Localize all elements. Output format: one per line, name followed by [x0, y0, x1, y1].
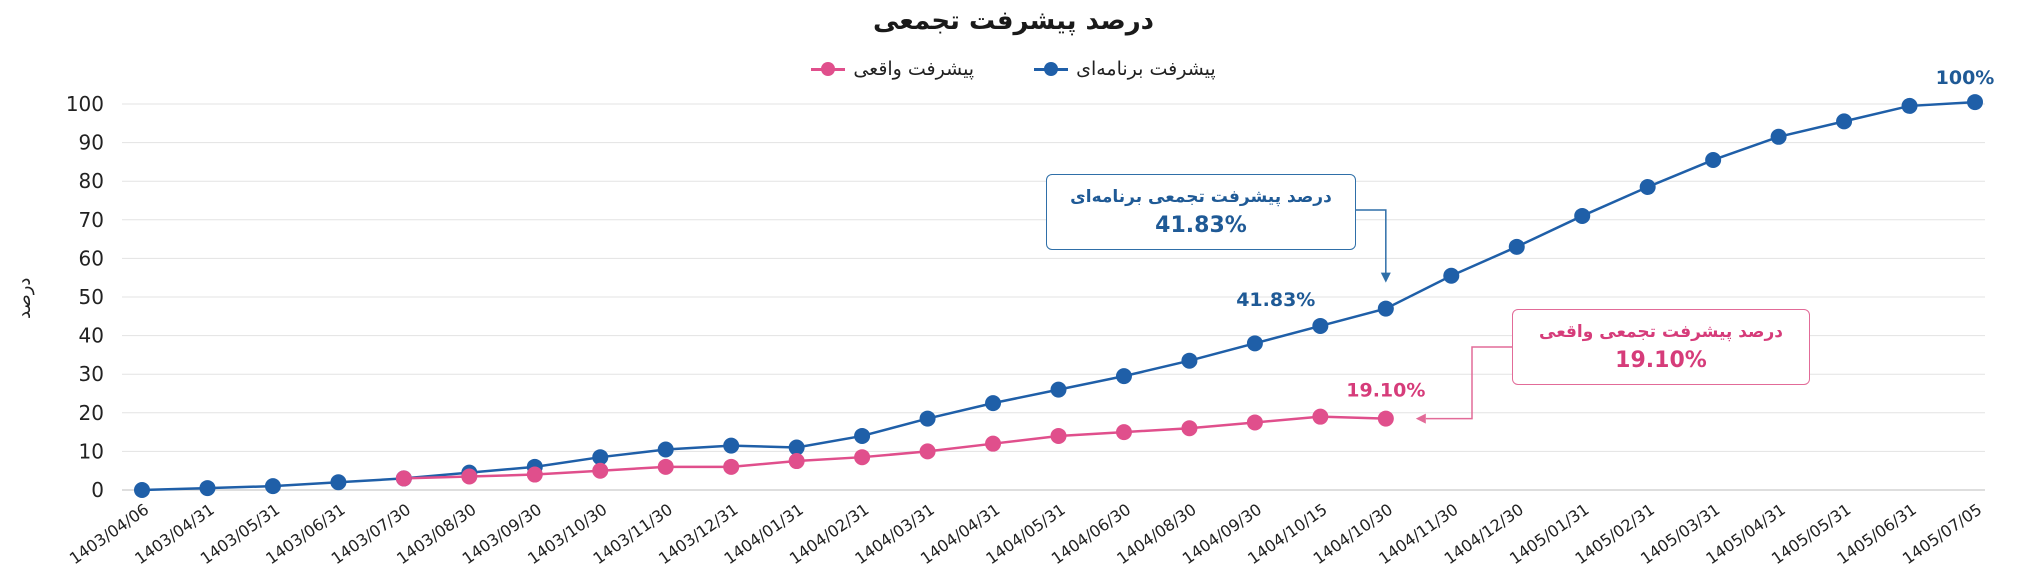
callout-planned-label: درصد پیشرفت تجمعی برنامه‌ای — [1070, 187, 1332, 207]
legend-item-actual: پیشرفت واقعی — [811, 58, 974, 80]
data-label: 19.10% — [1346, 380, 1425, 402]
y-tick-label: 40 — [79, 324, 104, 348]
data-label: 100% — [1936, 67, 1995, 89]
legend-label-actual: پیشرفت واقعی — [853, 58, 975, 80]
data-point-series-0 — [1639, 178, 1656, 195]
data-point-series-0 — [854, 427, 871, 444]
data-point-series-0 — [264, 478, 281, 495]
data-point-series-0 — [1312, 317, 1329, 334]
y-tick-label: 100 — [66, 92, 104, 116]
chart-legend: پیشرفت برنامه‌ای پیشرفت واقعی — [0, 58, 2027, 80]
legend-item-planned: پیشرفت برنامه‌ای — [1034, 58, 1216, 80]
y-tick-label: 70 — [79, 208, 104, 232]
data-point-series-0 — [1574, 207, 1591, 224]
data-point-series-0 — [1901, 97, 1918, 114]
data-point-series-0 — [1377, 300, 1394, 317]
data-point-series-0 — [1836, 113, 1853, 130]
legend-label-planned: پیشرفت برنامه‌ای — [1076, 58, 1216, 80]
data-point-series-1 — [1115, 424, 1132, 441]
callout-actual-label: درصد پیشرفت تجمعی واقعی — [1539, 322, 1783, 342]
callout-planned-connector — [1356, 209, 1387, 281]
data-point-series-0 — [1508, 238, 1525, 255]
data-point-series-1 — [788, 453, 805, 470]
callout-actual-value: 19.10% — [1615, 348, 1707, 373]
data-point-series-0 — [330, 474, 347, 491]
y-tick-label: 90 — [79, 131, 104, 155]
data-point-series-0 — [788, 439, 805, 456]
data-point-series-1 — [854, 449, 871, 466]
data-point-series-1 — [1050, 427, 1067, 444]
data-point-series-0 — [1443, 267, 1460, 284]
callout-planned-value: 41.83% — [1155, 213, 1247, 238]
y-tick-label: 20 — [79, 401, 104, 425]
data-point-series-0 — [1246, 335, 1263, 352]
data-point-series-1 — [985, 435, 1002, 452]
data-point-series-1 — [1312, 408, 1329, 425]
y-tick-label: 10 — [79, 439, 104, 463]
callout-planned-arrow-icon — [1380, 272, 1391, 283]
data-point-series-0 — [985, 395, 1002, 412]
series-line-1 — [403, 415, 1386, 480]
data-point-series-1 — [395, 470, 412, 487]
y-tick-label: 0 — [91, 478, 104, 502]
data-point-series-1 — [592, 462, 609, 479]
data-point-series-0 — [1705, 151, 1722, 168]
data-point-series-1 — [919, 443, 936, 460]
callout-actual-arrow-icon — [1415, 413, 1426, 424]
data-point-series-1 — [1377, 410, 1394, 427]
chart-title: درصد پیشرفت تجمعی — [872, 6, 1155, 36]
y-tick-label: 80 — [79, 169, 104, 193]
data-point-series-0 — [1115, 368, 1132, 385]
data-point-series-0 — [1181, 352, 1198, 369]
y-tick-label: 50 — [79, 285, 104, 309]
data-point-series-1 — [723, 458, 740, 475]
data-point-series-0 — [592, 449, 609, 466]
data-point-series-0 — [1770, 128, 1787, 145]
data-label: 41.83% — [1236, 289, 1315, 311]
data-point-series-0 — [723, 437, 740, 454]
legend-swatch-actual-icon — [811, 62, 846, 76]
data-point-series-1 — [1181, 420, 1198, 437]
data-point-series-1 — [1246, 414, 1263, 431]
data-point-series-0 — [199, 480, 216, 497]
y-tick-label: 60 — [79, 246, 104, 270]
callout-actual: درصد پیشرفت تجمعی واقعی 19.10% — [1512, 309, 1810, 385]
data-point-series-0 — [919, 410, 936, 427]
legend-swatch-planned-icon — [1034, 62, 1069, 76]
data-point-series-0 — [134, 482, 150, 498]
y-tick-label: 30 — [79, 362, 104, 386]
callout-planned: درصد پیشرفت تجمعی برنامه‌ای 41.83% — [1046, 174, 1356, 250]
data-point-series-0 — [1050, 381, 1067, 398]
data-point-series-0 — [1967, 94, 1983, 111]
callout-actual-connector — [1425, 346, 1512, 420]
data-point-series-1 — [657, 458, 674, 475]
data-point-series-1 — [461, 468, 478, 485]
data-point-series-1 — [526, 466, 543, 483]
data-point-series-0 — [657, 441, 674, 458]
